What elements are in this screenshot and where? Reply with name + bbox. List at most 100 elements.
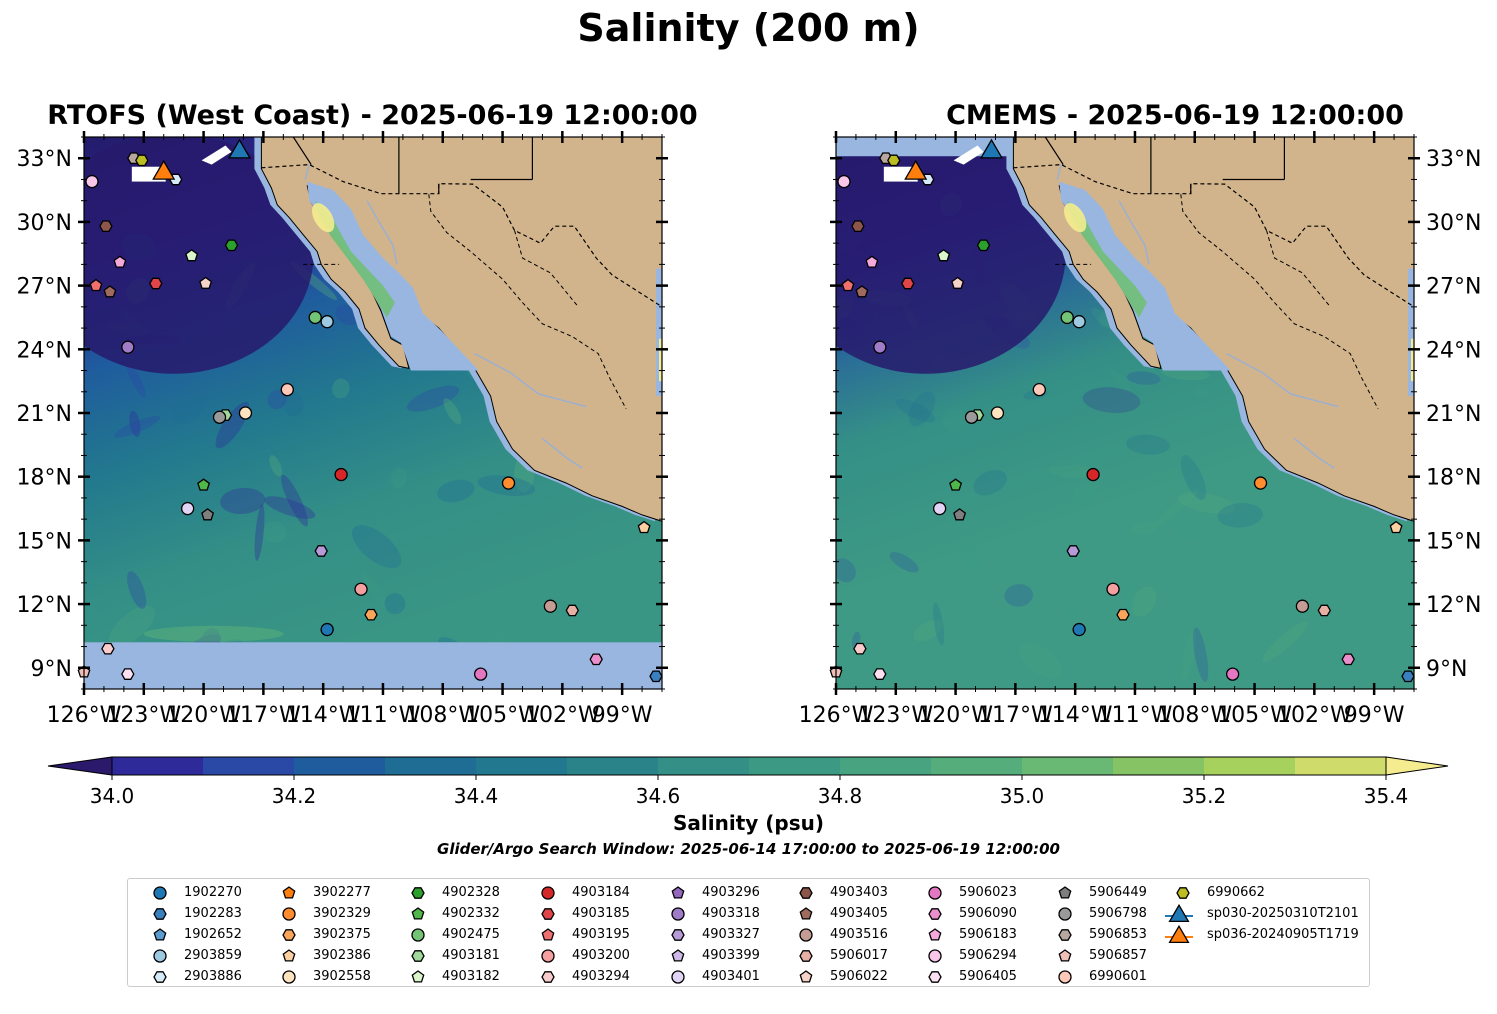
border-1 [1044,137,1064,165]
lon-tick-label: 123°W [106,703,181,728]
map-right-title: CMEMS - 2025-06-19 12:00:00 [946,100,1404,131]
glider-track-sp030 [953,145,984,165]
legend-marker-icon [153,971,167,983]
legend-marker-icon [541,886,555,900]
marker-4903405 [855,285,869,298]
marker-6990662 [887,154,901,167]
lon-tick-label: 99°W [1344,703,1405,728]
legend-label: 3902329 [313,906,371,921]
marker-1902270 [320,622,334,637]
legend-label: 5906857 [1089,948,1147,963]
lat-tick-label: 21°N [1426,402,1481,427]
legend-label: 3902558 [313,969,371,984]
legend-marker-icon [282,949,296,962]
marker-4902328 [224,239,239,252]
marker-5906023 [1225,667,1240,681]
lat-tick-label: 12°N [17,593,72,618]
legend-label: 3902386 [313,948,371,963]
legend-marker-icon [411,950,425,962]
colorbar-bin [1295,757,1387,775]
legend-marker-icon [541,971,555,983]
legend-marker-icon [541,928,555,941]
marker-2903859 [320,315,334,329]
legend-label: 4903184 [572,885,630,900]
marker-sp036-20240905T1719 [904,159,928,180]
gulf-high-salinity [1067,200,1147,318]
legend-label: 5906090 [959,906,1017,921]
legend-label: 5906853 [1089,927,1147,942]
colorbar-bin [1204,757,1296,775]
marker-1902270 [1072,622,1086,637]
marker-5906017 [565,604,580,617]
legend-marker-icon [799,907,813,920]
marker-sp036-20240905T1719 [152,159,176,180]
colorbar-bin [203,757,295,775]
marker-4903318 [121,340,135,354]
legend-marker-icon [1165,925,1193,944]
legend-marker-icon [671,949,685,962]
legend-marker-icon [541,908,555,920]
marker-5906023 [473,667,488,681]
legend-label: 5906449 [1089,885,1147,900]
marker-1902283 [649,670,663,683]
marker-3902375 [1116,608,1130,621]
legend-label: 1902652 [184,927,242,942]
gulf-shelf [307,181,479,371]
legend-label: 4903327 [702,927,760,942]
marker-3902386 [1389,520,1403,534]
marker-4903318 [873,340,887,354]
marker-6990662 [135,154,149,167]
lon-tick-label: 111°W [346,703,421,728]
marker-4903327 [1066,545,1080,557]
state-line-2 [514,230,579,308]
lat-tick-label: 27°N [1426,275,1481,300]
low-salinity-core [84,137,314,374]
legend-label: 4902475 [442,927,500,942]
lat-tick-label: 18°N [17,466,72,491]
lat-tick-label: 18°N [1426,466,1481,491]
marker-4902328 [976,239,991,252]
legend-marker-icon [799,950,813,962]
marker-3902375 [364,608,378,621]
lat-tick-label: 27°N [17,275,72,300]
colorbar-bin [112,757,204,775]
map-content [836,137,1414,689]
marker-4903294 [101,642,115,655]
legend-marker-icon [1058,929,1072,941]
marker-4903184 [1086,467,1100,482]
lat-tick-label: 21°N [17,402,72,427]
gulf-high-salinity [315,200,395,318]
legend-marker-icon [799,928,813,942]
legend-marker-icon [1058,886,1072,899]
marker-4903200 [354,582,368,596]
legend-label: 4903318 [702,906,760,921]
low-salinity-core [836,137,1066,374]
legend-label: 5906183 [959,927,1017,942]
marker-4903327 [314,545,328,557]
lat-tick-label: 33°N [17,147,72,172]
search-window-text: Glider/Argo Search Window: 2025-06-14 17… [437,840,1060,858]
border-0 [261,163,662,308]
colorbar-extend-low [47,756,113,776]
lon-tick-label: 117°W [978,703,1053,728]
colorbar-tick-label: 34.6 [636,784,681,808]
marker-4903403 [99,220,113,233]
marker-4903516 [543,599,558,613]
marker-6990601 [280,382,294,397]
legend-marker-icon [1165,904,1193,923]
lon-tick-label: 123°W [858,703,933,728]
legend-marker-icon [541,949,555,963]
river-2 [474,352,587,408]
marker-6990601 [1032,382,1046,397]
legend-label: 4903405 [830,906,888,921]
legend-marker-icon [153,886,167,900]
lon-tick-label: 108°W [1157,703,1232,728]
legend-marker-icon [928,971,942,983]
legend-label: 4903401 [702,969,760,984]
marker-1902283 [1401,670,1415,683]
marker-5906449 [201,508,215,521]
colorbar-bin [749,757,841,775]
legend-marker-icon [928,886,942,900]
marker-3902329 [1253,476,1268,490]
legend-label: 2903859 [184,948,242,963]
